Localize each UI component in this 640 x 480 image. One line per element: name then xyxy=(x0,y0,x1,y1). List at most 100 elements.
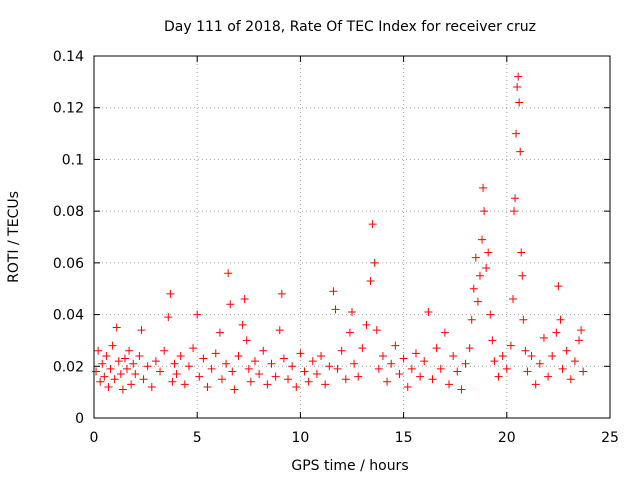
data-point xyxy=(512,129,521,138)
data-point xyxy=(577,326,586,335)
data-point xyxy=(521,346,530,355)
data-point xyxy=(329,287,338,296)
y-tick-label: 0.12 xyxy=(53,101,84,117)
data-point xyxy=(240,295,249,304)
data-point xyxy=(502,364,511,373)
data-point xyxy=(234,351,243,360)
data-point xyxy=(558,364,567,373)
data-point xyxy=(575,336,584,345)
data-point xyxy=(445,380,454,389)
data-point xyxy=(170,359,179,368)
data-point xyxy=(350,359,359,368)
data-point xyxy=(156,367,165,376)
data-point xyxy=(554,282,563,291)
data-point xyxy=(516,147,525,156)
data-point xyxy=(259,346,268,355)
data-point xyxy=(250,357,259,366)
data-point xyxy=(230,385,239,394)
data-point xyxy=(391,341,400,350)
data-point xyxy=(531,380,540,389)
data-point xyxy=(143,362,152,371)
data-point xyxy=(184,362,193,371)
y-tick-label: 0.1 xyxy=(62,152,84,168)
data-point xyxy=(490,357,499,366)
data-point xyxy=(207,364,216,373)
data-point xyxy=(372,326,381,335)
data-point xyxy=(96,377,105,386)
y-axis: 0 0.02 0.04 0.06 0.08 0.1 0.12 0.14 xyxy=(53,49,610,427)
chart-title: Day 111 of 2018, Rate Of TEC Index for r… xyxy=(164,19,536,35)
data-point xyxy=(226,300,235,309)
data-point xyxy=(570,357,579,366)
data-point xyxy=(94,346,103,355)
x-tick-label: 10 xyxy=(291,430,309,446)
data-point xyxy=(432,344,441,353)
data-point xyxy=(467,315,476,324)
data-point xyxy=(362,320,371,329)
y-tick-label: 0.08 xyxy=(53,204,84,220)
data-point xyxy=(544,372,553,381)
data-point xyxy=(510,207,519,216)
data-point xyxy=(98,359,107,368)
data-point xyxy=(114,357,123,366)
data-point xyxy=(475,271,484,280)
x-tick-label: 25 xyxy=(601,430,619,446)
data-point xyxy=(518,271,527,280)
data-point xyxy=(457,385,466,394)
data-point xyxy=(579,367,588,376)
x-tick-label: 5 xyxy=(193,430,202,446)
data-point xyxy=(539,333,548,342)
data-point xyxy=(345,328,354,337)
data-point xyxy=(366,276,375,285)
y-tick-label: 0.04 xyxy=(53,308,84,324)
data-point xyxy=(211,349,220,358)
data-point xyxy=(469,284,478,293)
data-point xyxy=(176,351,185,360)
data-point xyxy=(482,264,491,273)
y-tick-label: 0.02 xyxy=(53,359,84,375)
data-point xyxy=(562,346,571,355)
data-point xyxy=(511,194,520,203)
data-point xyxy=(164,313,173,322)
data-point xyxy=(449,351,458,360)
data-point xyxy=(387,359,396,368)
data-point xyxy=(498,351,507,360)
data-point xyxy=(112,323,121,332)
data-point xyxy=(222,359,231,368)
data-point xyxy=(517,248,526,257)
y-tick-label: 0.06 xyxy=(53,256,84,272)
data-point xyxy=(242,336,251,345)
y-tick-label: 0.14 xyxy=(53,49,84,65)
data-point xyxy=(123,364,132,373)
data-point xyxy=(135,351,144,360)
data-point xyxy=(304,377,313,386)
grid-lines xyxy=(94,56,610,418)
data-point xyxy=(131,370,140,379)
data-point xyxy=(519,315,528,324)
data-point xyxy=(416,372,425,381)
data-point xyxy=(195,372,204,381)
data-point xyxy=(331,305,340,314)
data-point xyxy=(116,370,125,379)
data-point xyxy=(395,370,404,379)
y-tick-label: 0 xyxy=(75,411,84,427)
data-point xyxy=(284,375,293,384)
data-point xyxy=(228,367,237,376)
data-point xyxy=(527,351,536,360)
data-point xyxy=(566,375,575,384)
data-point xyxy=(494,372,503,381)
data-point xyxy=(480,207,489,216)
data-point xyxy=(244,364,253,373)
data-point xyxy=(440,328,449,337)
data-point xyxy=(471,253,480,262)
y-axis-label: ROTI / TECUs xyxy=(6,191,22,283)
data-point xyxy=(224,269,233,278)
data-point xyxy=(453,367,462,376)
data-point xyxy=(168,377,177,386)
data-point xyxy=(104,382,113,391)
data-point xyxy=(420,357,429,366)
data-point xyxy=(403,382,412,391)
data-point xyxy=(263,380,272,389)
plot-frame xyxy=(93,55,611,419)
data-point xyxy=(199,354,208,363)
